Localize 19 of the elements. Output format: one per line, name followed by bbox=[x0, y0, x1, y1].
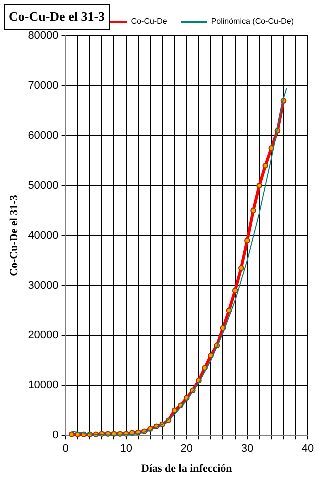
x-axis-title: Días de la infección bbox=[142, 463, 232, 476]
legend-label: Co-Cu-De bbox=[131, 17, 168, 26]
y-tick-label: 10000 bbox=[28, 380, 59, 392]
legend-label: Polinómica (Co-Cu-De) bbox=[211, 17, 294, 26]
x-tick-label: 0 bbox=[62, 443, 69, 456]
y-tick-label: 70000 bbox=[28, 80, 59, 92]
y-tick-label: 40000 bbox=[28, 230, 59, 242]
y-axis-title: Co-Cu-De el 31-3 bbox=[8, 194, 20, 276]
y-tick-label: 0 bbox=[52, 430, 59, 442]
x-tick-label: 10 bbox=[120, 443, 132, 456]
y-tick-label: 20000 bbox=[28, 330, 59, 342]
x-tick-label: 30 bbox=[241, 443, 254, 456]
x-tick-label: 40 bbox=[302, 443, 314, 456]
y-tick-label: 60000 bbox=[28, 130, 59, 142]
y-tick-label: 80000 bbox=[28, 30, 59, 42]
chart-title: Co-Cu-De el 31-3 bbox=[4, 4, 110, 30]
x-tick-label: 20 bbox=[180, 443, 194, 456]
y-tick-label: 50000 bbox=[28, 180, 59, 192]
y-tick-label: 30000 bbox=[28, 280, 59, 292]
